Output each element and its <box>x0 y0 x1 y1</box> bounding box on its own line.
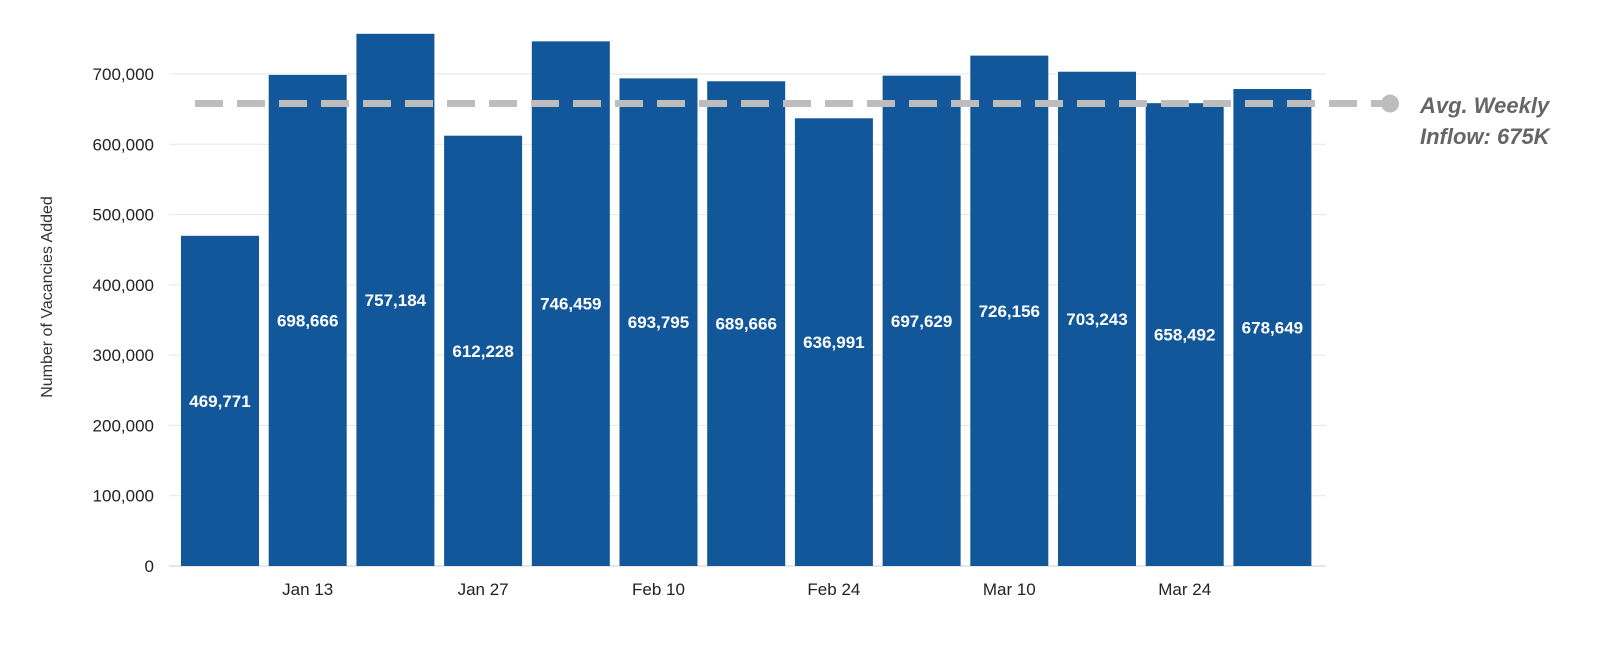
data-label: 698,666 <box>277 311 338 330</box>
data-label: 693,795 <box>628 313 689 332</box>
bar <box>531 41 610 567</box>
x-axis-ticks: Jan 13 Jan 27 Feb 10 Feb 24 Mar 10 Mar 24 <box>282 580 1211 599</box>
y-tick-label: 0 <box>145 557 154 576</box>
data-label: 689,666 <box>715 315 776 334</box>
average-marker <box>1381 94 1399 113</box>
data-label: 636,991 <box>803 333 864 352</box>
bar <box>1145 103 1224 566</box>
y-tick-label: 300,000 <box>93 346 154 365</box>
data-label: 658,492 <box>1154 326 1215 345</box>
data-label: 697,629 <box>891 312 952 331</box>
data-label: 703,243 <box>1066 310 1127 329</box>
data-label: 678,649 <box>1242 319 1303 338</box>
y-axis-label: Number of Vacancies Added <box>39 196 56 398</box>
data-label: 469,771 <box>189 392 250 411</box>
y-tick-label: 200,000 <box>93 416 154 435</box>
y-tick-label: 700,000 <box>93 65 154 84</box>
data-label: 726,156 <box>979 302 1040 321</box>
y-tick-label: 500,000 <box>93 206 154 225</box>
data-label: 757,184 <box>365 291 427 310</box>
x-tick-label: Feb 24 <box>807 580 860 599</box>
bars <box>181 33 1312 567</box>
bar <box>181 235 259 566</box>
y-axis-ticks: 0 100,000 200,000 300,000 400,000 500,000 600,… <box>93 65 154 576</box>
y-tick-label: 600,000 <box>93 135 154 154</box>
bar <box>356 33 435 567</box>
bar <box>619 78 698 566</box>
bar <box>707 81 786 566</box>
average-label-line2: Inflow: 675K <box>1420 124 1552 149</box>
average-label-line1: Avg. Weekly <box>1419 93 1551 118</box>
bar <box>794 118 873 567</box>
data-label: 612,228 <box>452 342 513 361</box>
bar <box>444 135 523 567</box>
x-tick-label: Jan 13 <box>282 580 333 599</box>
bar <box>882 75 961 566</box>
x-tick-label: Mar 10 <box>983 580 1036 599</box>
y-tick-label: 100,000 <box>93 487 154 506</box>
average-reference: Avg. Weekly Inflow: 675K <box>195 93 1552 149</box>
x-tick-label: Jan 27 <box>458 580 509 599</box>
x-tick-label: Feb 10 <box>632 580 685 599</box>
y-tick-label: 400,000 <box>93 276 154 295</box>
x-tick-label: Mar 24 <box>1158 580 1211 599</box>
bar <box>970 55 1049 567</box>
data-label: 746,459 <box>540 295 601 314</box>
bar <box>1233 89 1312 566</box>
bar <box>1058 71 1136 566</box>
data-labels: 469,771 698,666 757,184 612,228 746,459 693,7… <box>189 291 1303 411</box>
bar <box>268 74 347 566</box>
